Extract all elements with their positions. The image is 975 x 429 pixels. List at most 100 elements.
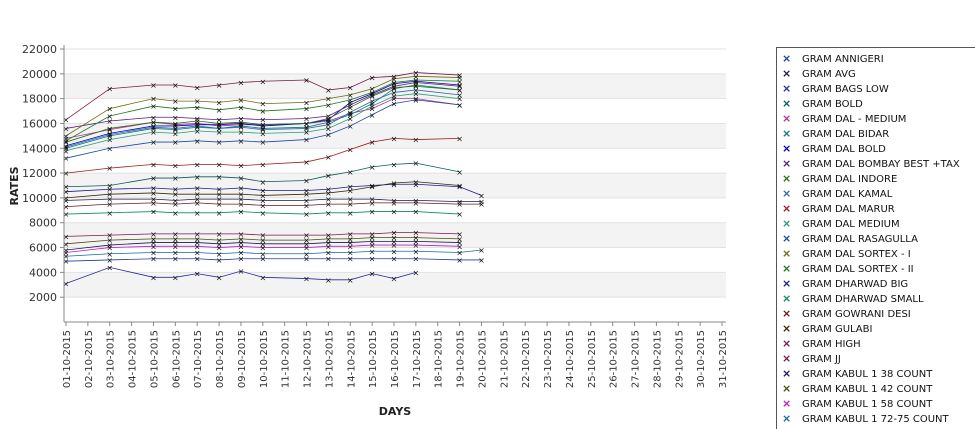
data-point-marker: × xyxy=(413,86,420,95)
data-point-marker: × xyxy=(325,172,332,181)
data-point-marker: × xyxy=(456,86,463,95)
data-point-marker: × xyxy=(194,114,201,123)
data-point-marker: × xyxy=(391,75,398,84)
data-point-marker: × xyxy=(369,182,376,191)
data-point-marker: × xyxy=(303,244,310,253)
data-point-marker: × xyxy=(456,235,463,244)
data-point-marker: × xyxy=(238,230,245,239)
data-point-marker: × xyxy=(106,241,113,250)
data-point-marker: × xyxy=(369,163,376,172)
data-point-marker: × xyxy=(325,117,332,126)
data-point-marker: × xyxy=(172,138,179,147)
data-point-marker: × xyxy=(413,178,420,187)
data-point-marker: × xyxy=(325,239,332,248)
data-point-marker: × xyxy=(194,242,201,251)
data-point-marker: × xyxy=(216,116,223,125)
series: ××××××××××××××× xyxy=(63,229,463,242)
data-point-marker: × xyxy=(216,173,223,182)
legend-marker-icon: ⨯ xyxy=(782,52,792,65)
data-point-marker: × xyxy=(369,183,376,192)
data-point-marker: × xyxy=(194,270,201,279)
data-point-marker: × xyxy=(391,83,398,92)
series: ××××××××××××××× xyxy=(63,178,463,203)
data-point-marker: × xyxy=(413,81,420,90)
data-point-marker: × xyxy=(63,144,70,153)
data-point-marker: × xyxy=(391,160,398,169)
data-point-marker: × xyxy=(391,85,398,94)
data-point-marker: × xyxy=(325,276,332,285)
data-point-marker: × xyxy=(391,255,398,264)
series-line xyxy=(65,80,460,147)
data-point-marker: × xyxy=(325,255,332,264)
data-point-marker: × xyxy=(106,126,113,135)
data-point-marker: × xyxy=(172,97,179,106)
data-point-marker: × xyxy=(325,116,332,125)
data-point-marker: × xyxy=(150,242,157,251)
legend-marker-icon: ⨯ xyxy=(782,352,792,365)
legend-marker-icon: ⨯ xyxy=(782,217,792,230)
data-point-marker: × xyxy=(172,105,179,114)
data-point-marker: × xyxy=(106,164,113,173)
legend-label: GRAM ANNIGERI xyxy=(802,54,884,65)
axes xyxy=(63,45,726,323)
data-point-marker: × xyxy=(391,95,398,104)
data-point-marker: × xyxy=(194,184,201,193)
data-point-marker: × xyxy=(238,114,245,123)
data-point-marker: × xyxy=(369,102,376,111)
x-tick-label: 16-10-2015 xyxy=(390,330,401,388)
y-tick-label: 8000 xyxy=(29,217,57,230)
data-point-marker: × xyxy=(106,131,113,140)
data-point-marker: × xyxy=(106,209,113,218)
data-point-marker: × xyxy=(259,250,266,259)
data-point-marker: × xyxy=(172,162,179,171)
data-point-marker: × xyxy=(413,247,420,256)
data-point-marker: × xyxy=(150,128,157,137)
data-point-marker: × xyxy=(63,116,70,125)
data-point-marker: × xyxy=(63,142,70,151)
series: ××××××××××××××× xyxy=(63,72,463,141)
data-point-marker: × xyxy=(369,230,376,239)
data-point-marker: × xyxy=(413,237,420,246)
data-point-marker: × xyxy=(391,208,398,217)
data-point-marker: × xyxy=(413,82,420,91)
data-point-marker: × xyxy=(369,138,376,147)
data-point-marker: × xyxy=(238,137,245,146)
data-point-marker: × xyxy=(106,132,113,141)
data-point-marker: × xyxy=(303,76,310,85)
legend-item: ⨯ GRAM DAL RASAGULLA xyxy=(777,232,975,248)
data-point-marker: × xyxy=(259,196,266,205)
data-point-marker: × xyxy=(347,103,354,112)
data-point-marker: × xyxy=(63,183,70,192)
legend-marker-icon: ⨯ xyxy=(782,337,792,350)
data-point-marker: × xyxy=(456,249,463,258)
data-point-marker: × xyxy=(63,124,70,133)
data-point-marker: × xyxy=(347,98,354,107)
data-point-marker: × xyxy=(347,239,354,248)
data-point-marker: × xyxy=(325,124,332,133)
data-point-marker: × xyxy=(478,246,485,255)
legend-label: GRAM DAL MARUR xyxy=(802,204,895,215)
data-point-marker: × xyxy=(347,255,354,264)
legend-label: GRAM DAL SORTEX - I xyxy=(802,249,911,260)
x-axis-ticks: 01-10-2015 02-10-2015 03-10-2015 04-10-2015… xyxy=(62,322,729,388)
data-point-marker: × xyxy=(238,242,245,251)
data-point-marker: × xyxy=(106,231,113,240)
y-axis-ticks: 2000 4000 6000 8000 10000 12000 14000 16000 1800… xyxy=(22,43,64,304)
data-point-marker: × xyxy=(456,101,463,110)
data-point-marker: × xyxy=(413,255,420,264)
series-line xyxy=(65,258,482,262)
legend-marker-icon: ⨯ xyxy=(782,412,792,425)
data-point-marker: × xyxy=(259,273,266,282)
x-tick-label: 17-10-2015 xyxy=(412,330,423,388)
series-line xyxy=(65,183,482,196)
legend-item: ⨯ GRAM KABUL 1 72-75 COUNT xyxy=(777,412,975,428)
data-point-marker: × xyxy=(347,249,354,258)
data-point-marker: × xyxy=(216,200,223,209)
data-point-marker: × xyxy=(347,101,354,110)
data-point-marker: × xyxy=(238,128,245,137)
plot-band xyxy=(64,123,726,149)
data-point-marker: × xyxy=(259,77,266,86)
data-point-marker: × xyxy=(391,180,398,189)
data-point-marker: × xyxy=(391,275,398,284)
data-point-marker: × xyxy=(347,230,354,239)
